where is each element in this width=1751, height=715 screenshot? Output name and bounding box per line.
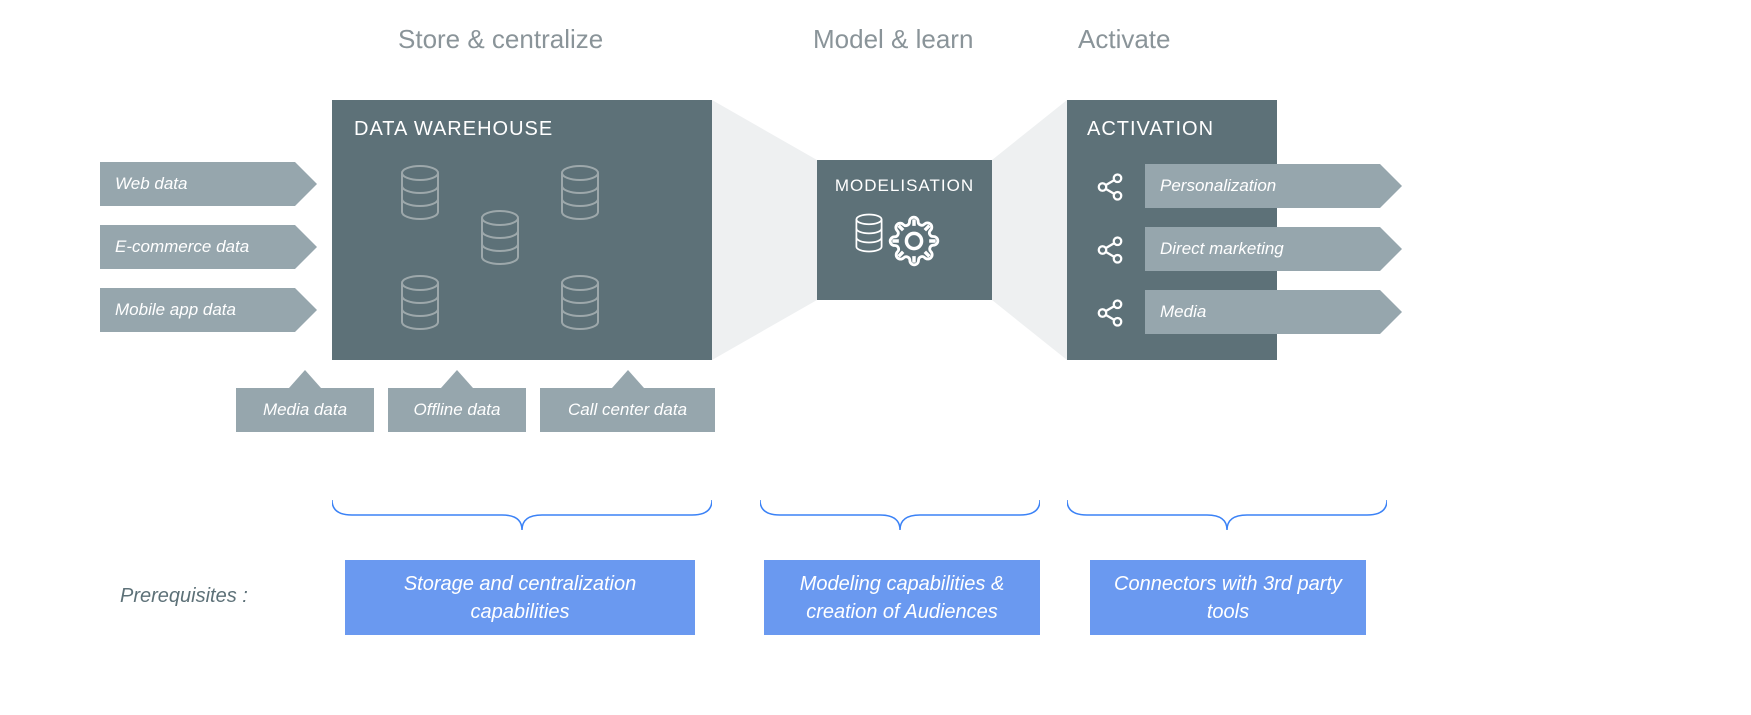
stage-header-store: Store & centralize: [398, 24, 603, 55]
input-label: Offline data: [414, 400, 501, 420]
connector-shape: [712, 100, 817, 360]
input-arrow-mobile: Mobile app data: [100, 288, 295, 332]
prereq-modeling: Modeling capabilities & creation of Audi…: [764, 560, 1040, 635]
warehouse-title: DATA WAREHOUSE: [354, 118, 690, 141]
database-icon: [855, 212, 883, 254]
modelisation-title: MODELISATION: [833, 176, 976, 196]
connector-shape: [992, 100, 1067, 360]
stage-header-model: Model & learn: [813, 24, 973, 55]
prereq-storage: Storage and centralization capabilities: [345, 560, 695, 635]
brace-icon: [332, 495, 712, 535]
brace-icon: [760, 495, 1040, 535]
prerequisites-label: Prerequisites :: [120, 585, 248, 608]
stage-header-activate: Activate: [1078, 24, 1171, 55]
database-icon: [400, 165, 440, 220]
database-icon: [560, 165, 600, 220]
output-label: Personalization: [1160, 176, 1276, 196]
prereq-connectors: Connectors with 3rd party tools: [1090, 560, 1366, 635]
database-icon: [400, 275, 440, 330]
input-label: Media data: [263, 400, 347, 420]
output-arrow-direct: Direct marketing: [1145, 227, 1380, 271]
output-arrow-personalization: Personalization: [1145, 164, 1380, 208]
output-label: Media: [1160, 302, 1206, 322]
input-callout-offline: Offline data: [388, 388, 526, 432]
output-arrow-media: Media: [1145, 290, 1380, 334]
input-label: Mobile app data: [115, 300, 236, 320]
database-icon: [560, 275, 600, 330]
share-icon: [1095, 235, 1125, 265]
prereq-text: Modeling capabilities & creation of Audi…: [774, 570, 1030, 626]
input-label: E-commerce data: [115, 237, 249, 257]
input-callout-callcenter: Call center data: [540, 388, 715, 432]
prereq-text: Storage and centralization capabilities: [355, 570, 685, 626]
gear-icon: [888, 215, 940, 267]
warehouse-box: DATA WAREHOUSE: [332, 100, 712, 360]
output-label: Direct marketing: [1160, 239, 1284, 259]
input-label: Web data: [115, 174, 187, 194]
input-callout-media: Media data: [236, 388, 374, 432]
input-arrow-ecommerce: E-commerce data: [100, 225, 295, 269]
brace-icon: [1067, 495, 1387, 535]
input-label: Call center data: [568, 400, 687, 420]
prereq-text: Connectors with 3rd party tools: [1100, 570, 1356, 626]
share-icon: [1095, 298, 1125, 328]
input-arrow-web: Web data: [100, 162, 295, 206]
database-icon: [480, 210, 520, 265]
activation-title: ACTIVATION: [1087, 118, 1257, 141]
share-icon: [1095, 172, 1125, 202]
